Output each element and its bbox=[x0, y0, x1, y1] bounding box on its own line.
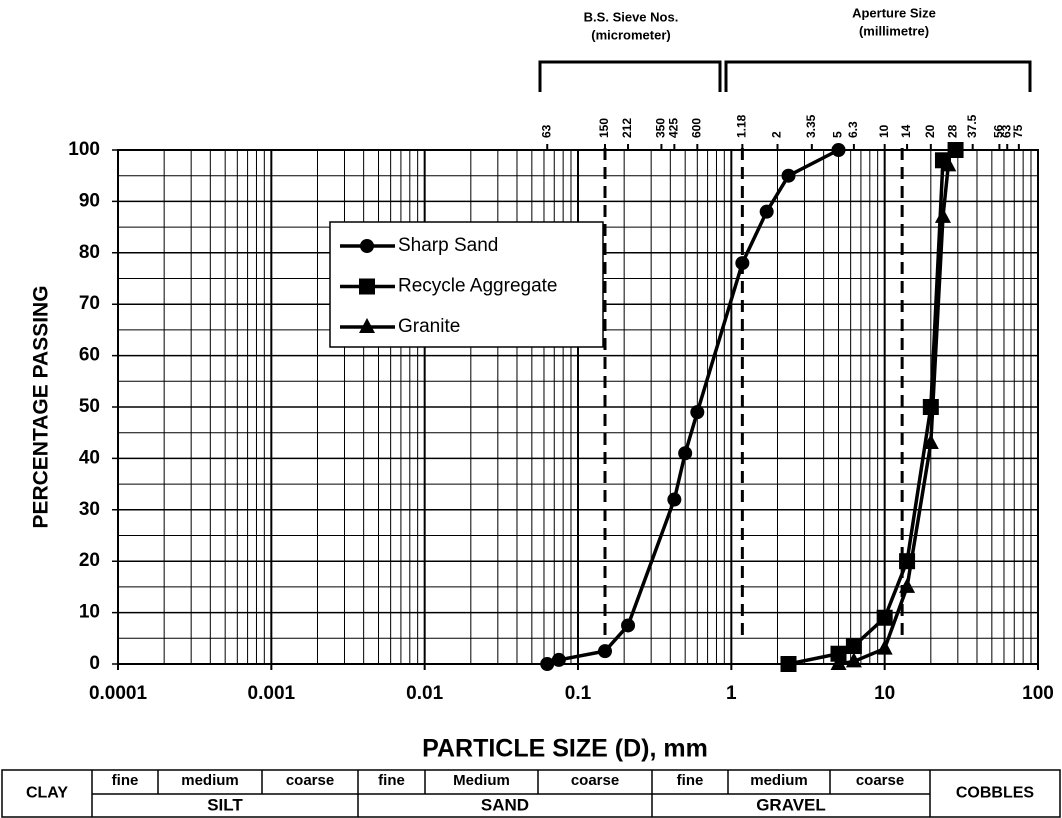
series-line bbox=[838, 165, 951, 666]
marker bbox=[551, 652, 566, 667]
y-tick-label: 0 bbox=[89, 653, 100, 674]
table-cell: CLAY bbox=[26, 785, 68, 802]
marker bbox=[690, 405, 705, 420]
marker bbox=[781, 168, 796, 183]
table-cell: fine bbox=[677, 772, 704, 789]
table-cell: medium bbox=[750, 772, 808, 789]
table-cell: Medium bbox=[453, 772, 510, 789]
legend-label: Sharp Sand bbox=[398, 235, 498, 256]
x-tick-label: 0.0001 bbox=[89, 683, 148, 704]
legend-marker bbox=[359, 318, 375, 333]
top-tick-label: 6.3 bbox=[846, 121, 860, 138]
table-cell: SAND bbox=[481, 795, 529, 814]
table-cell: coarse bbox=[856, 772, 904, 789]
bracket bbox=[724, 60, 1032, 92]
x-tick-label: 0.01 bbox=[406, 683, 443, 704]
y-tick-label: 40 bbox=[79, 447, 100, 468]
legend-label: Recycle Aggregate bbox=[398, 276, 558, 297]
top-tick-label: 37.5 bbox=[965, 114, 979, 138]
table-frame bbox=[1, 769, 1061, 818]
bracket bbox=[538, 60, 722, 92]
marker bbox=[598, 644, 613, 659]
marker bbox=[735, 256, 750, 271]
table-cell: COBBLES bbox=[956, 785, 1035, 802]
x-tick-label: 100 bbox=[1022, 683, 1054, 704]
table-cell: SILT bbox=[207, 795, 243, 814]
marker bbox=[922, 433, 939, 449]
table-cell: coarse bbox=[286, 772, 334, 789]
top-tick-label: 3.35 bbox=[804, 114, 818, 138]
legend-label: Granite bbox=[398, 316, 460, 337]
top-tick-label: 5 bbox=[831, 131, 845, 138]
top-tick-label: 600 bbox=[689, 118, 703, 138]
top-tick-label: 20 bbox=[923, 124, 937, 138]
x-tick-label: 0.001 bbox=[248, 683, 296, 704]
table-cell: medium bbox=[181, 772, 239, 789]
marker bbox=[940, 156, 957, 172]
table-cell: coarse bbox=[571, 772, 619, 789]
table-cell: GRAVEL bbox=[756, 795, 826, 814]
x-tick-label: 1 bbox=[726, 683, 737, 704]
marker bbox=[845, 652, 862, 668]
top-tick-label: 212 bbox=[620, 118, 634, 138]
top-tick-label: 425 bbox=[667, 118, 681, 138]
group-title: B.S. Sieve Nos. bbox=[584, 9, 679, 24]
marker bbox=[845, 638, 862, 655]
group-subtitle: (millimetre) bbox=[859, 23, 929, 38]
y-tick-label: 60 bbox=[79, 345, 100, 366]
marker bbox=[899, 577, 916, 593]
y-tick-label: 90 bbox=[79, 190, 100, 211]
top-tick-label: 10 bbox=[877, 124, 891, 138]
plot-frame bbox=[117, 149, 1039, 665]
y-tick-label: 70 bbox=[79, 293, 100, 314]
y-tick-label: 100 bbox=[68, 139, 100, 160]
top-tick-label: 2 bbox=[770, 131, 784, 138]
top-tick-label: 63 bbox=[999, 124, 1013, 138]
group-title: Aperture Size bbox=[852, 5, 936, 20]
marker bbox=[540, 657, 555, 671]
y-tick-label: 20 bbox=[79, 550, 100, 571]
y-tick-label: 30 bbox=[79, 499, 100, 520]
marker bbox=[759, 204, 774, 219]
marker bbox=[830, 645, 847, 662]
group-subtitle: (micrometer) bbox=[591, 27, 670, 42]
marker bbox=[922, 399, 939, 415]
marker bbox=[876, 609, 893, 626]
classification-table: CLAY COBBLES fine medium coarse fine Medium coa… bbox=[1, 769, 1061, 818]
y-tick-label: 10 bbox=[79, 602, 100, 623]
legend-marker bbox=[360, 239, 374, 253]
top-tick-label: 56 bbox=[992, 124, 1006, 138]
marker bbox=[667, 492, 682, 507]
top-tick-label: 350 bbox=[654, 118, 668, 138]
marker bbox=[947, 142, 964, 158]
marker bbox=[678, 446, 693, 461]
marker bbox=[780, 656, 797, 672]
marker bbox=[831, 143, 846, 157]
x-axis-label: PARTICLE SIZE (D), mm bbox=[422, 735, 708, 763]
x-tick-label: 10 bbox=[874, 683, 895, 704]
table-cell: fine bbox=[378, 772, 405, 789]
y-axis-label: PERCENTAGE PASSING bbox=[30, 285, 53, 528]
table-cell: fine bbox=[112, 772, 139, 789]
top-tick-label: 75 bbox=[1011, 124, 1025, 138]
marker bbox=[876, 639, 893, 655]
y-tick-label: 50 bbox=[79, 396, 100, 417]
top-tick-label: 28 bbox=[945, 124, 959, 138]
top-tick-label: 63 bbox=[539, 124, 553, 138]
marker bbox=[621, 618, 636, 633]
legend-marker bbox=[359, 278, 375, 295]
top-tick-label: 14 bbox=[899, 124, 913, 138]
x-tick-label: 0.1 bbox=[565, 683, 592, 704]
top-tick-label: 1.18 bbox=[735, 114, 749, 138]
top-tick-label: 150 bbox=[597, 118, 611, 138]
marker bbox=[934, 207, 951, 223]
y-tick-label: 80 bbox=[79, 242, 100, 263]
marker bbox=[830, 655, 847, 670]
